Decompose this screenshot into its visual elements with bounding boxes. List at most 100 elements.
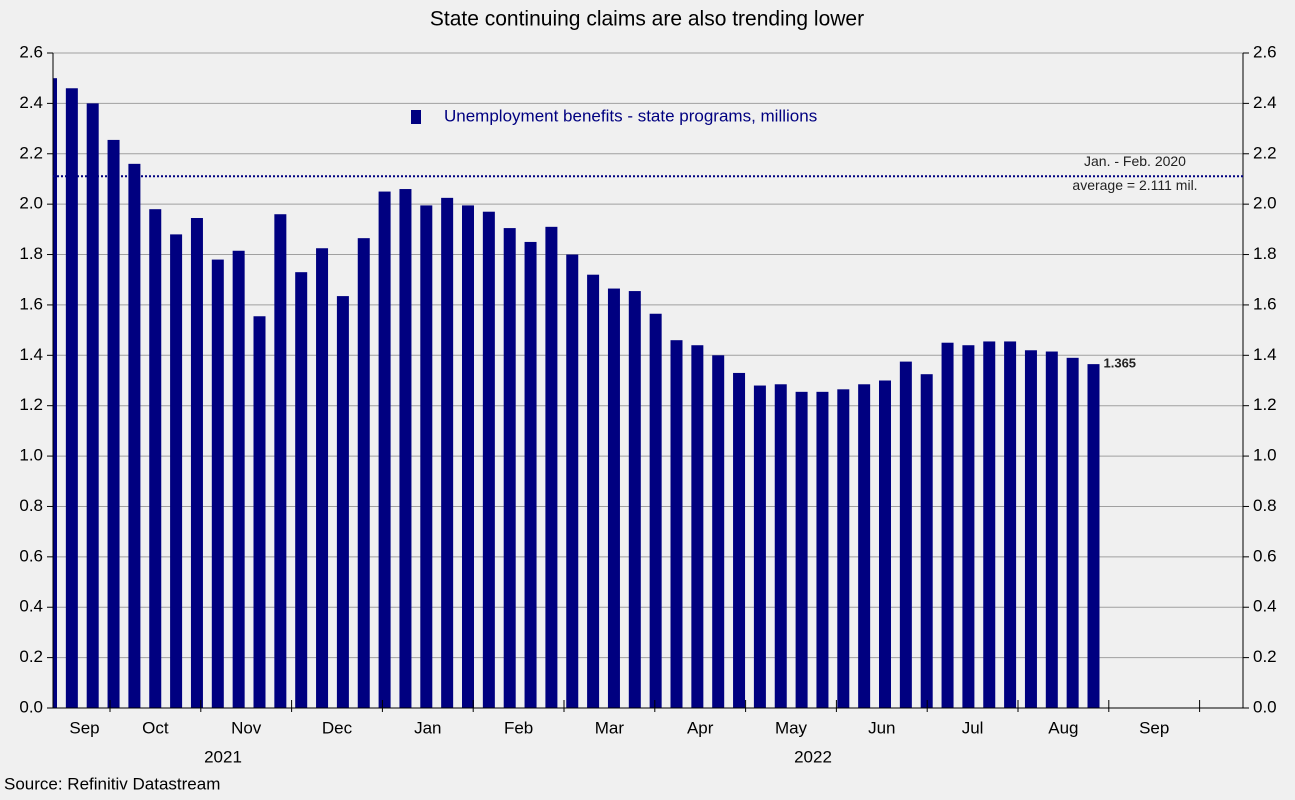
bar (733, 372, 746, 708)
bar (232, 250, 245, 708)
y-tick-label: 1.6 (19, 294, 43, 313)
bar (170, 234, 183, 708)
y-tick-label: 0.4 (19, 597, 43, 616)
x-tick-label: Apr (687, 718, 714, 737)
y2-tick-label: 1.4 (1253, 345, 1277, 364)
bar (274, 214, 287, 708)
y-tick-label: 2.4 (19, 93, 43, 112)
x-tick-label: Aug (1048, 718, 1078, 737)
y-tick-label: 0.2 (19, 647, 43, 666)
y2-tick-label: 2.6 (1253, 42, 1277, 61)
y2-tick-label: 0.0 (1253, 697, 1277, 716)
reference-label: average = 2.111 mil. (1072, 177, 1197, 193)
bar (336, 296, 349, 708)
bar (774, 384, 787, 708)
y2-tick-label: 0.2 (1253, 647, 1277, 666)
bar (795, 391, 808, 708)
bar (378, 191, 391, 709)
y-tick-label: 2.0 (19, 194, 43, 213)
bar (1066, 357, 1079, 708)
bar (837, 389, 850, 708)
y-tick-label: 0.6 (19, 546, 43, 565)
bar (920, 374, 933, 708)
grid (53, 52, 1243, 709)
y2-tick-label: 0.6 (1253, 546, 1277, 565)
y2-tick-label: 2.4 (1253, 93, 1277, 112)
bar (566, 254, 579, 709)
year-label: 2021 (204, 747, 242, 766)
bar (607, 288, 620, 708)
x-tick-label: Jul (962, 718, 984, 737)
bar (53, 78, 57, 708)
bar (545, 226, 558, 709)
y2-tick-label: 2.2 (1253, 143, 1277, 162)
bars (53, 78, 1100, 709)
y2-tick-label: 0.4 (1253, 597, 1277, 616)
bar (86, 103, 99, 708)
y2-tick-label: 1.8 (1253, 244, 1277, 263)
bar (149, 209, 162, 708)
bar (983, 341, 996, 708)
x-tick-label: Sep (1139, 718, 1169, 737)
bar (899, 361, 912, 708)
x-tick-label: Oct (142, 718, 169, 737)
y2-tick-label: 0.8 (1253, 496, 1277, 515)
bar (691, 345, 704, 708)
reference-label: Jan. - Feb. 2020 (1084, 153, 1186, 169)
x-tick-label: Feb (504, 718, 533, 737)
x-tick-label: Jun (868, 718, 895, 737)
bar (253, 316, 266, 708)
bar (628, 291, 641, 708)
y-tick-label: 1.8 (19, 244, 43, 263)
bar (753, 385, 766, 708)
bar (462, 205, 474, 709)
bar (357, 238, 370, 709)
y-tick-label: 0.8 (19, 496, 43, 515)
y-tick-label: 2.2 (19, 143, 43, 162)
bar (858, 384, 871, 708)
bar (670, 340, 683, 708)
bar (128, 163, 141, 708)
bar (420, 205, 433, 709)
y2-tick-label: 2.0 (1253, 194, 1277, 213)
chart-title: State continuing claims are also trendin… (430, 8, 864, 31)
x-tick-label: Sep (69, 718, 99, 737)
bar (1045, 351, 1058, 708)
y-tick-label: 1.2 (19, 395, 43, 414)
y-tick-label: 1.0 (19, 446, 43, 465)
x-tick-label: Jan (414, 718, 441, 737)
bar (816, 391, 829, 708)
bar (107, 139, 120, 709)
bar (295, 272, 308, 708)
bar (441, 197, 454, 708)
bar (1004, 341, 1017, 708)
y2-tick-label: 1.0 (1253, 446, 1277, 465)
legend-swatch (411, 110, 421, 124)
y-tick-label: 1.4 (19, 345, 43, 364)
x-tick-label: May (775, 718, 808, 737)
bar (879, 380, 891, 708)
bar (941, 342, 954, 708)
x-tick-label: Dec (322, 718, 353, 737)
source-note: Source: Refinitiv Datastream (4, 774, 220, 793)
y2-tick-label: 1.6 (1253, 294, 1277, 313)
y-tick-label: 2.6 (19, 42, 43, 61)
y-tick-label: 0.0 (19, 697, 43, 716)
y2-tick-label: 1.2 (1253, 395, 1277, 414)
x-tick-label: Nov (231, 718, 262, 737)
bar (482, 211, 495, 708)
legend-label: Unemployment benefits - state programs, … (444, 106, 817, 125)
bar (503, 228, 516, 708)
axes: 0.0 0.0 0.2 0.2 0.4 0.4 0.6 0.6 0.8 0.8 1.0 1.0 1.2 1… (19, 42, 1276, 766)
bar (712, 355, 725, 708)
bar (190, 218, 203, 708)
bar (587, 274, 600, 708)
bar (524, 241, 537, 708)
bar (316, 248, 329, 708)
bar (1087, 364, 1100, 708)
bar (649, 313, 662, 708)
year-label: 2022 (794, 747, 832, 766)
value-label: 1.365 (1104, 356, 1137, 371)
bar (962, 345, 975, 708)
bar (211, 259, 224, 708)
